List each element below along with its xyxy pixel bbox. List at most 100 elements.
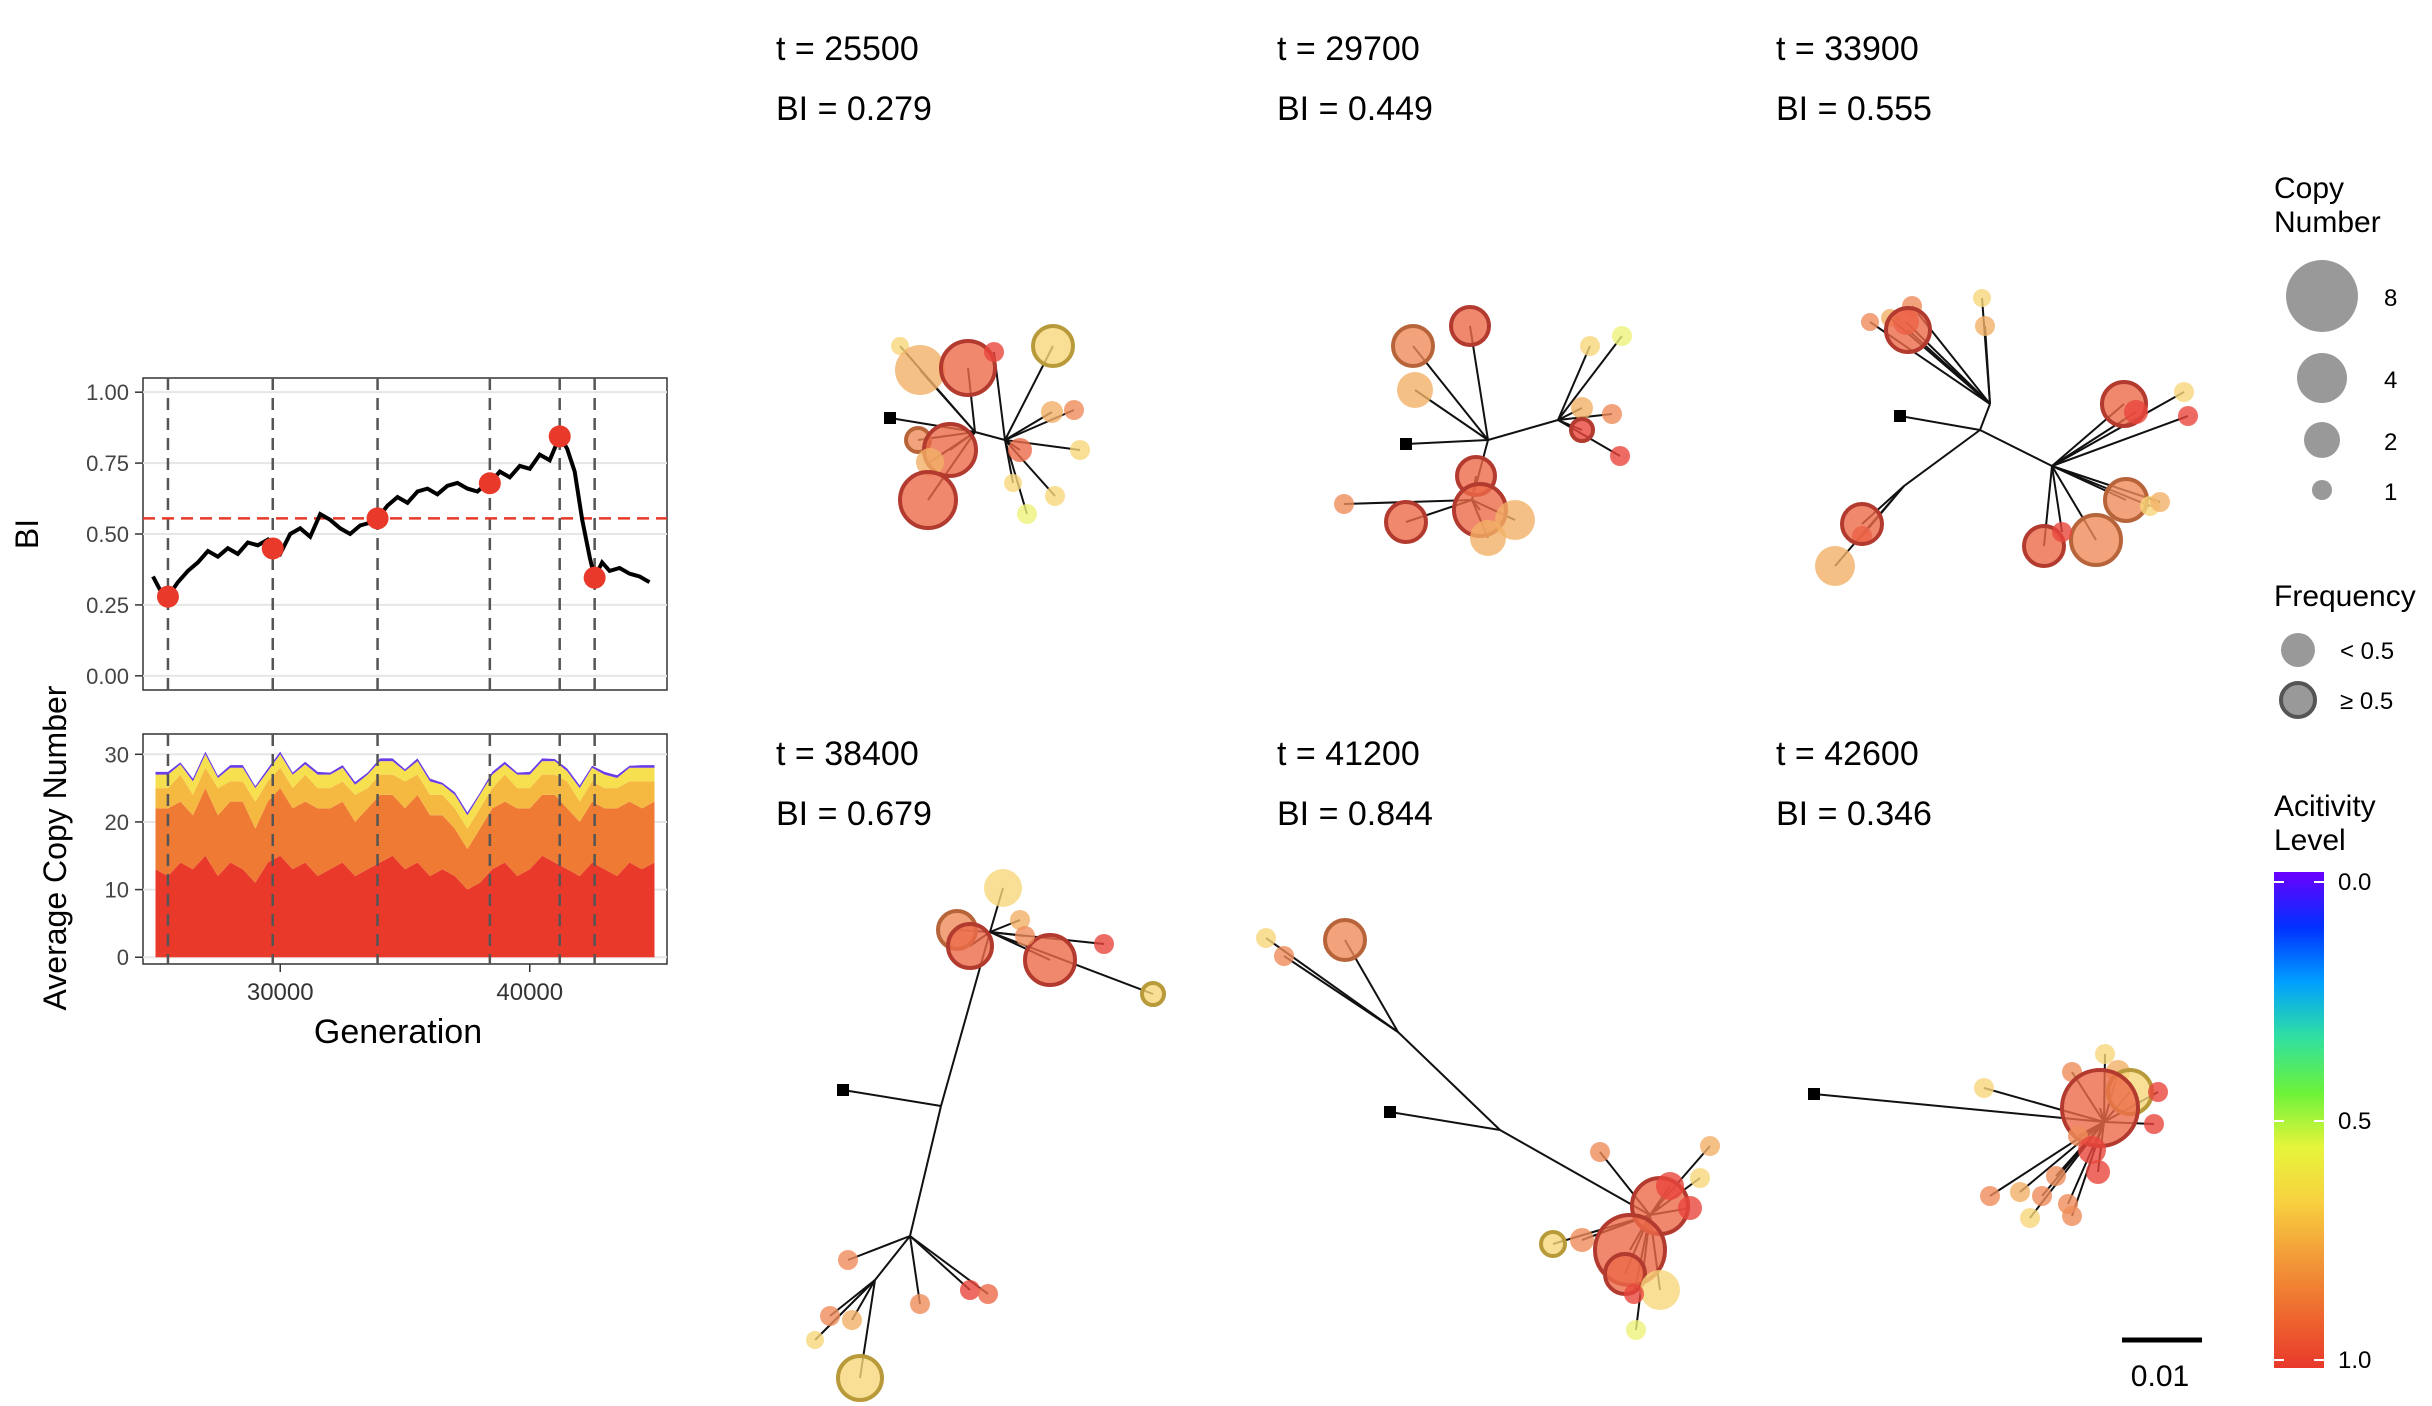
- tree-leaf: [1017, 504, 1037, 524]
- tree-leaf: [1323, 918, 1367, 962]
- tree-2-time: t = 29700: [1277, 30, 1420, 68]
- tree-leaf: [2144, 1114, 2164, 1134]
- tree-leaf: [1884, 306, 1932, 354]
- copy-stacked-areas: [155, 751, 655, 958]
- tree-leaf: [836, 1354, 884, 1402]
- tree-branch: [1389, 1111, 1501, 1131]
- tree-leaf: [1656, 1172, 1684, 1200]
- tree-leaf: [1140, 981, 1166, 1007]
- copy-event-lines: [166, 734, 596, 964]
- tree-leaf: [1031, 324, 1075, 368]
- tree-leaf: [984, 342, 1004, 362]
- tree-6-time: t = 42600: [1776, 735, 1919, 773]
- tree-branch: [1984, 325, 1991, 405]
- legend-frequency: Frequency < 0.5 ≥ 0.5: [2274, 580, 2416, 719]
- tree-leaf: [1384, 500, 1428, 544]
- tree-leaf: [2020, 1208, 2040, 1228]
- bi-point: [478, 472, 501, 495]
- tree-2-bi: BI = 0.449: [1277, 90, 1433, 128]
- tree-branch: [842, 1089, 942, 1107]
- tree-leaf: [984, 869, 1022, 907]
- bi-y-axis-label: BI: [9, 519, 45, 549]
- tree-leaf: [960, 1280, 980, 1300]
- tree-leaf: [1624, 1284, 1644, 1304]
- tree-leaf: [1397, 372, 1433, 408]
- tree-branch: [1283, 955, 1399, 1033]
- bi-ytick-label: 0.25: [86, 593, 129, 618]
- tree-leaf: [1023, 933, 1077, 987]
- tree-t33900: [1815, 289, 2198, 586]
- tree-leaf: [820, 1306, 840, 1326]
- tree-leaf: [895, 345, 945, 395]
- tree-t41200: [1256, 918, 1720, 1340]
- tree-leaf: [1391, 324, 1435, 368]
- tree-leaf: [1010, 910, 1030, 930]
- copy-x-axis-label: Generation: [314, 1013, 482, 1051]
- tree-leaf: [1590, 1142, 1610, 1162]
- legend-frequency-high-circle: [2279, 681, 2317, 719]
- tree-leaf: [1539, 1230, 1567, 1258]
- legend-copy-2-label: 2: [2384, 429, 2397, 456]
- tree-branch: [1979, 429, 2053, 467]
- copy-ytick-label: 10: [105, 878, 129, 903]
- tree-leaf: [1569, 417, 1595, 443]
- tree-leaf: [2086, 1160, 2110, 1184]
- tree-leaf: [1973, 289, 1991, 307]
- bi-point: [548, 425, 571, 448]
- copy-y-ticks: 0 10 20 30: [105, 742, 143, 970]
- tree-leaf: [1064, 400, 1084, 420]
- tree-root: [1400, 438, 1412, 450]
- tree-branch: [1405, 439, 1489, 445]
- bi-point: [583, 566, 606, 589]
- bi-sample-points: [156, 425, 606, 608]
- tree-leaf: [2150, 492, 2170, 512]
- copy-number-panel: 0 10 20 30 30000 40000 Generation Average Co…: [37, 685, 668, 1051]
- tree-leaf: [2124, 400, 2148, 424]
- legend-copy-title-2: Number: [2274, 206, 2381, 239]
- tree-leaf: [1975, 316, 1995, 336]
- tree-branch: [1979, 403, 1991, 431]
- tree-3-bi: BI = 0.555: [1776, 90, 1932, 128]
- legend-copy-4-circle: [2297, 353, 2347, 403]
- tree-leaf: [2103, 477, 2149, 523]
- tree-1-bi: BI = 0.279: [776, 90, 932, 128]
- bi-ytick-label: 0.00: [86, 664, 129, 689]
- tree-branch: [909, 1105, 942, 1237]
- tree-branch: [2051, 465, 2063, 533]
- tree-leaf: [1980, 1186, 2000, 1206]
- tree-4-bi: BI = 0.679: [776, 795, 932, 833]
- copy-area-layer: [155, 754, 655, 829]
- legend-activity-label-05: 0.5: [2338, 1108, 2371, 1135]
- legend-copy-title-1: Copy: [2274, 172, 2344, 205]
- tree-branch: [909, 1235, 921, 1305]
- legend-activity-title-1: Acitivity: [2274, 790, 2376, 823]
- copy-x-ticks: 30000 40000: [247, 964, 563, 1006]
- tree-leaf: [1571, 397, 1593, 419]
- copy-ytick-label: 30: [105, 742, 129, 767]
- tree-leaf: [1974, 1078, 1994, 1098]
- tree-leaf: [838, 1250, 858, 1270]
- tree-leaf: [842, 1310, 862, 1330]
- tree-branch: [1487, 419, 1559, 441]
- tree-leaf: [2148, 1082, 2168, 1102]
- legend-frequency-low-circle: [2281, 633, 2315, 667]
- tree-leaf: [1570, 1228, 1594, 1252]
- tree-leaf: [939, 339, 997, 397]
- legend-copy-1-label: 1: [2384, 479, 2397, 506]
- legend-activity-ticks: [2274, 881, 2324, 1361]
- tree-branch: [1557, 335, 1623, 421]
- tree-root: [837, 1084, 849, 1096]
- tree-t25500: [884, 324, 1090, 530]
- legend-copy-1-circle: [2312, 480, 2332, 500]
- tree-root: [1894, 410, 1906, 422]
- tree-leaf: [806, 1331, 824, 1349]
- tree-root: [1808, 1088, 1820, 1100]
- copy-ytick-label: 20: [105, 810, 129, 835]
- tree-leaf: [946, 922, 994, 970]
- legend-frequency-title: Frequency: [2274, 580, 2416, 613]
- tree-leaf: [2010, 1182, 2030, 1202]
- tree-leaf: [1580, 336, 1600, 356]
- tree-leaf: [2078, 1136, 2106, 1164]
- tree-branch: [909, 1235, 971, 1291]
- tree-leaf: [898, 470, 958, 530]
